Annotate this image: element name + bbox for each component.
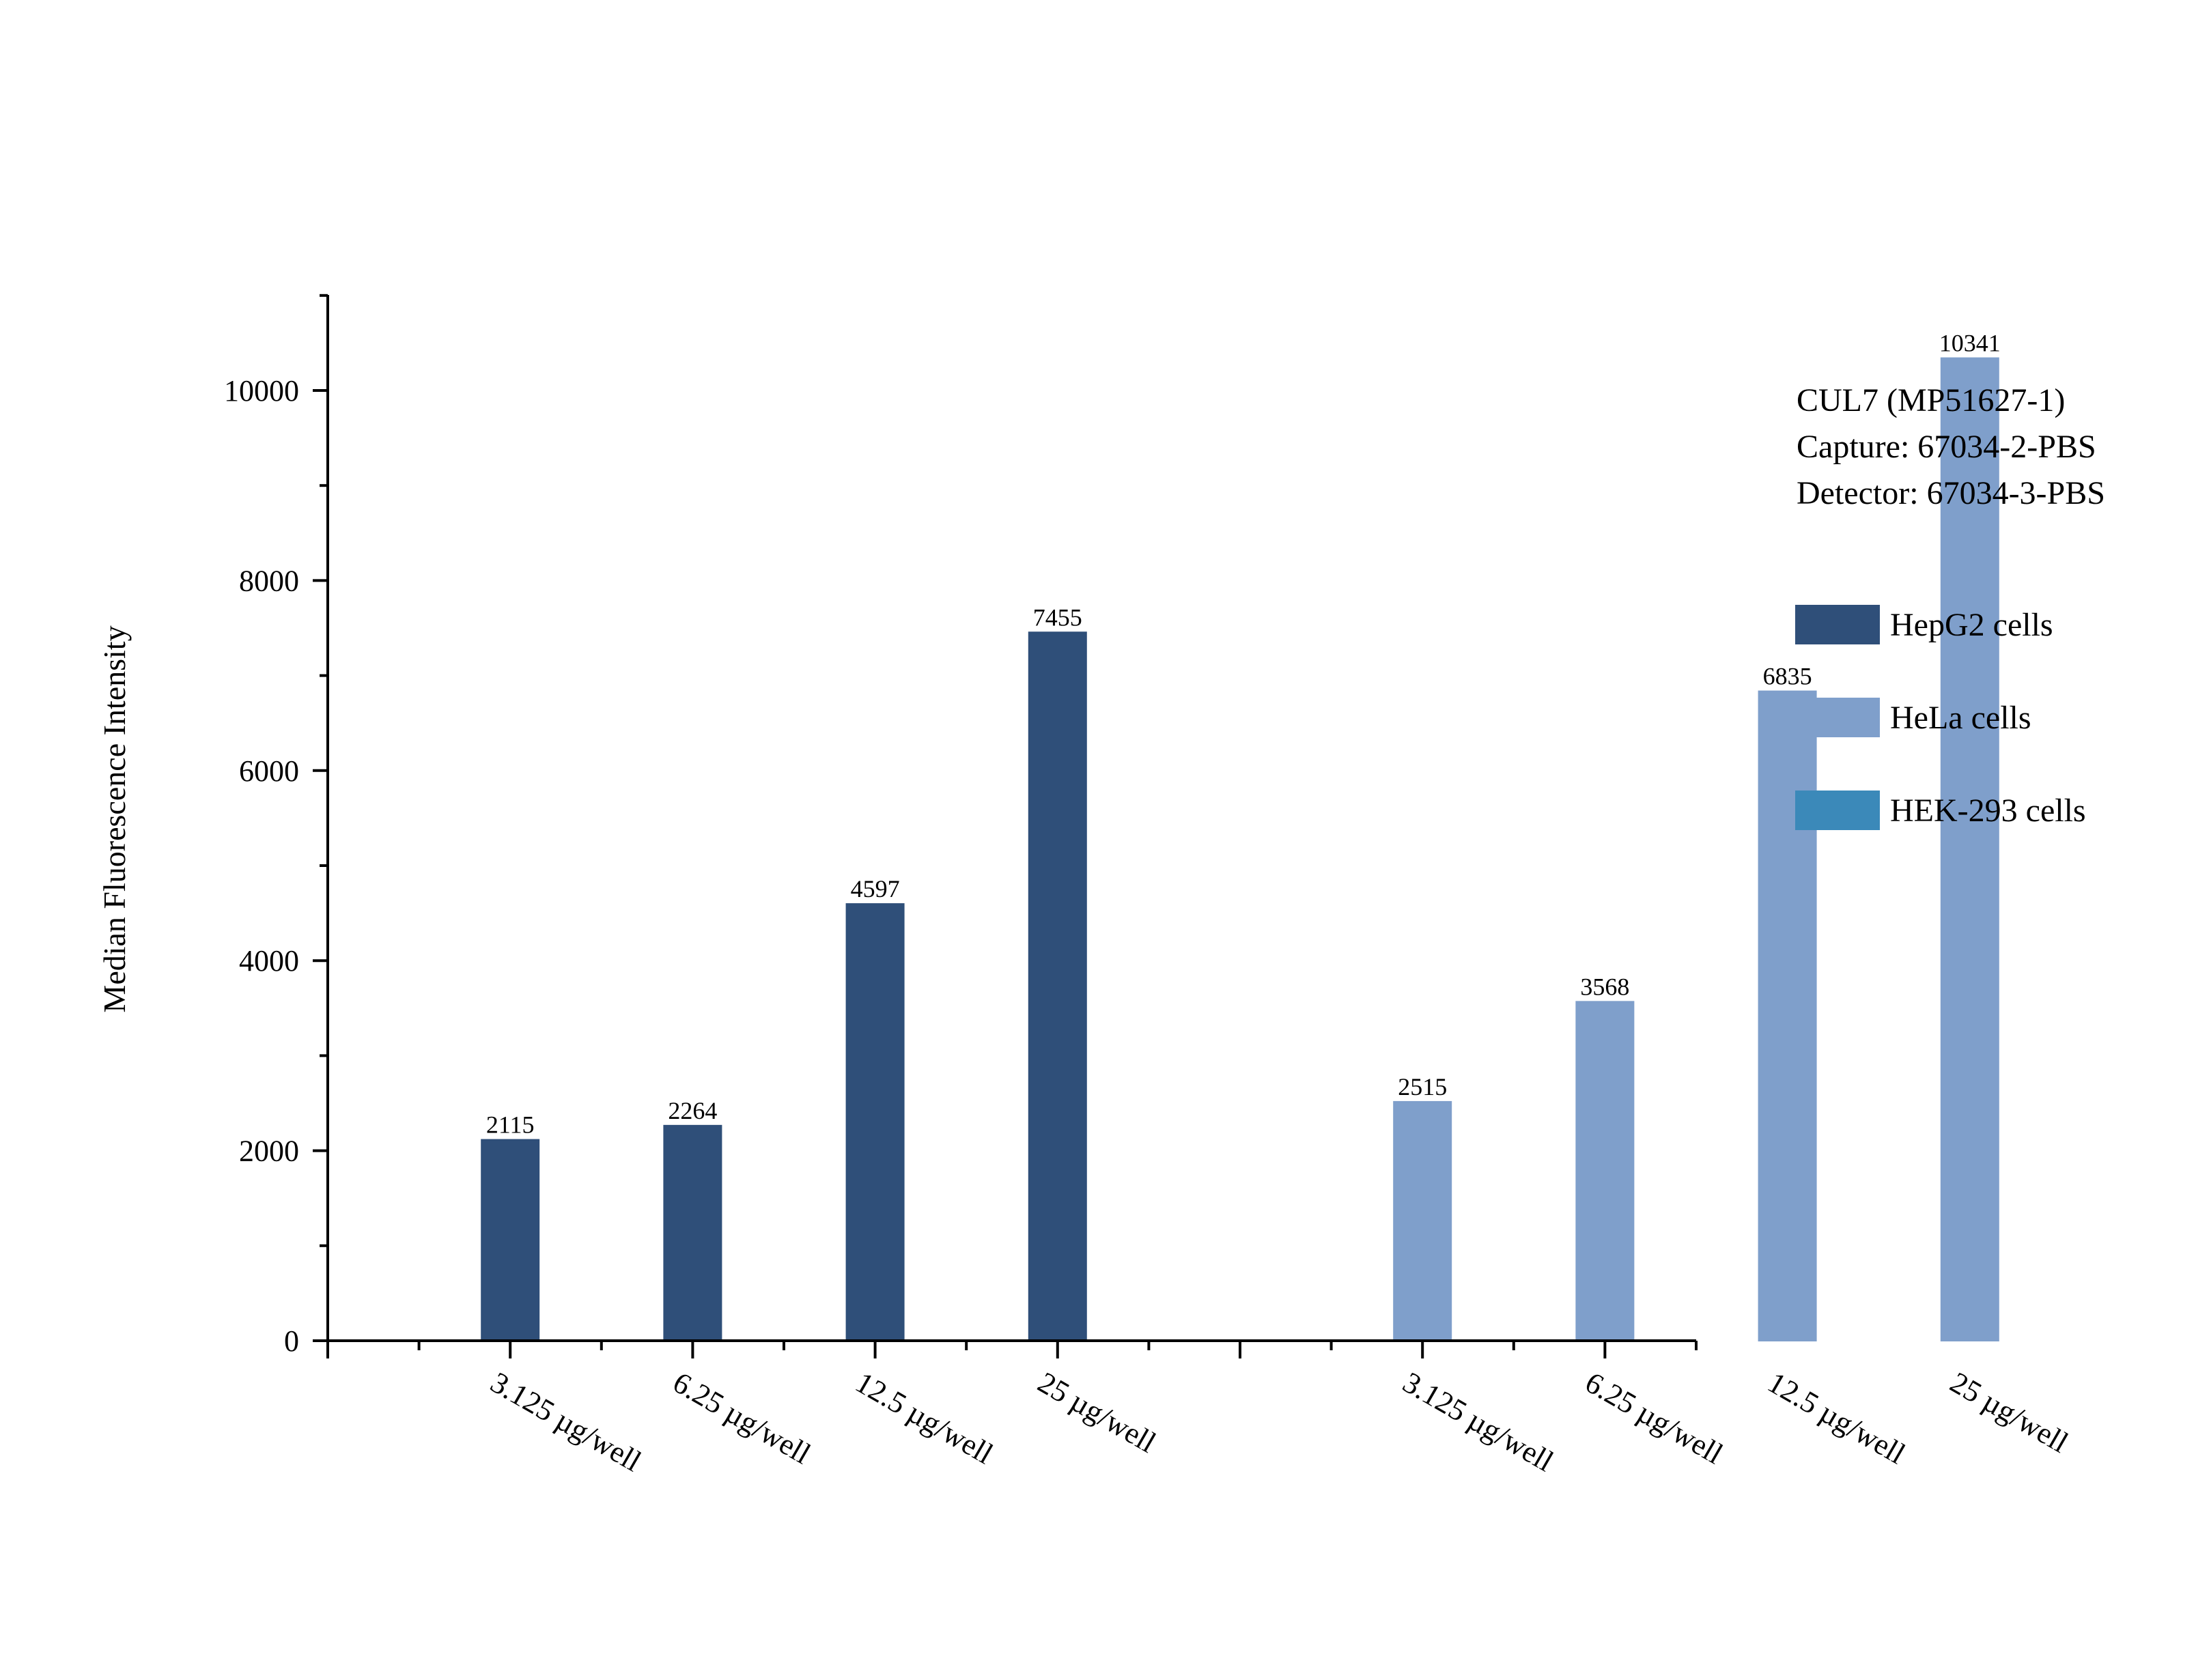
legend-label: HepG2 cells [1890,607,2053,643]
x-tick-label: 12.5 µg/well [850,1365,999,1470]
value-labels-layer: 2115226445977455251535686835103412439435… [486,330,2001,1139]
bar [1758,690,1817,1341]
x-tick-label: 3.125 µg/well [1397,1365,1559,1478]
y-tick-label: 6000 [239,754,299,788]
annotation-line: CUL7 (MP51627-1) [1797,382,2065,418]
bars-layer [481,357,1999,1342]
annotation-line: Capture: 67034-2-PBS [1797,429,2096,465]
bar-value-label: 4597 [851,875,900,902]
legend-item-hek293: HEK-293 cells [1795,791,2086,830]
y-tick-labels: 0 2000 4000 6000 8000 10000 [224,374,299,1358]
bar-value-label: 2515 [1398,1073,1447,1100]
y-tick-label: 0 [284,1324,299,1358]
y-tick-label: 8000 [239,564,299,597]
axes-layer [313,294,1698,1358]
legend-item-hela: HeLa cells [1795,698,2031,737]
legend-swatch [1795,791,1880,830]
y-tick-label: 2000 [239,1135,299,1168]
y-axis-title: Median Fluorescence Intensity [97,625,132,1012]
y-tick-label: 10000 [224,374,299,408]
y-tick-label: 4000 [239,944,299,978]
bar [1575,1001,1635,1341]
x-tick-label: 6.25 µg/well [1579,1365,1728,1470]
x-tick-label: 25 µg/well [1945,1365,2074,1460]
annotation-line: Detector: 67034-3-PBS [1797,475,2105,511]
x-tick-label: 6.25 µg/well [667,1365,816,1470]
chart-annotation: CUL7 (MP51627-1) Capture: 67034-2-PBS De… [1797,382,2105,511]
bar [481,1139,540,1342]
bar [1940,357,1999,1341]
legend-label: HEK-293 cells [1890,793,2086,829]
legend-item-hepg2: HepG2 cells [1795,605,2053,644]
bar [663,1124,722,1341]
bar-value-label: 3568 [1580,973,1629,1000]
x-tick-label: 12.5 µg/well [1762,1365,1911,1470]
bar-value-label: 2264 [668,1097,717,1124]
x-tick-labels: 3.125 µg/well 6.25 µg/well 12.5 µg/well 25 … [485,1365,2074,1478]
x-tick-label: 25 µg/well [1032,1365,1162,1460]
legend-swatch [1795,605,1880,644]
legend-label: HeLa cells [1890,700,2031,736]
bar [1028,631,1087,1341]
legend-swatch [1795,698,1880,737]
bar [845,903,905,1342]
legend: HepG2 cells HeLa cells HEK-293 cells [1795,605,2086,830]
x-tick-label: 3.125 µg/well [485,1365,647,1478]
bar [1393,1100,1452,1341]
bar-value-label: 7455 [1033,603,1082,631]
bar-value-label: 2115 [486,1111,535,1139]
bar-value-label: 10341 [1939,330,2001,357]
bar-value-label: 6835 [1763,663,1812,690]
